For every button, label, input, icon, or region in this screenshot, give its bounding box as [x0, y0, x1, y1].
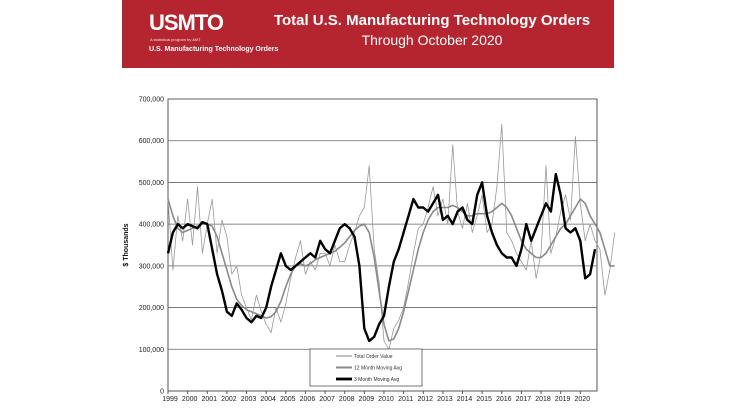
- x-tick-label: 2018: [535, 396, 551, 403]
- x-tick-label: 2008: [339, 396, 355, 403]
- x-tick-label: 2003: [241, 396, 257, 403]
- y-tick-label: 300,000: [139, 263, 164, 270]
- x-tick-label: 2001: [201, 396, 217, 403]
- x-tick-label: 2000: [182, 396, 198, 403]
- series-line-2: [166, 172, 597, 343]
- x-tick-label: 2017: [516, 396, 532, 403]
- y-axis-label: $ Thousands: [123, 223, 130, 266]
- series-line-1: [167, 198, 615, 342]
- x-tick-label: 2011: [398, 396, 413, 403]
- y-tick-label: 400,000: [139, 222, 164, 229]
- x-tick-label: 2007: [319, 396, 335, 403]
- legend-label: Total Order Value: [354, 354, 393, 360]
- x-tick-label: 2002: [221, 396, 237, 403]
- legend: Total Order Value 12 Month Moving Avg 3 Mo…: [309, 348, 423, 387]
- x-tick-label: 2015: [476, 396, 492, 403]
- x-tick-label: 2016: [496, 396, 512, 403]
- logo-tagline: A statistical program by AMT: [150, 37, 201, 42]
- x-tick-label: 2013: [437, 396, 453, 403]
- y-tick-label: 700,000: [139, 97, 164, 104]
- y-tick-label: 200,000: [139, 305, 164, 312]
- x-tick-label: 2019: [555, 396, 571, 403]
- header-banner: USMTO A statistical program by AMT U.S. …: [122, 0, 614, 68]
- x-tick-label: 1999: [162, 396, 178, 403]
- y-tick-label: 0: [160, 389, 164, 396]
- x-tick-label: 2014: [457, 396, 473, 403]
- y-tick-label: 600,000: [139, 138, 164, 145]
- subbrand-label: U.S. Manufacturing Technology Orders: [149, 46, 279, 53]
- x-tick-label: 2005: [280, 396, 296, 403]
- usmto-logo: USMTO: [149, 10, 224, 35]
- chart-title: Total U.S. Manufacturing Technology Orde…: [273, 12, 591, 29]
- x-tick-label: 2006: [300, 396, 316, 403]
- plot-area: [167, 98, 598, 392]
- legend-box: [309, 348, 423, 387]
- legend-label: 12 Month Moving Avg: [354, 366, 402, 372]
- legend-label: 3 Month Moving Avg: [354, 377, 399, 383]
- chart-subtitle: Through October 2020: [361, 32, 503, 48]
- x-tick-label: 2020: [575, 396, 591, 403]
- x-tick-label: 2004: [260, 396, 276, 403]
- x-tick-label: 2012: [417, 396, 433, 403]
- x-tick-label: 2009: [359, 396, 375, 403]
- y-tick-label: 100,000: [139, 347, 164, 354]
- y-tick-label: 500,000: [139, 180, 164, 187]
- x-tick-label: 2010: [378, 396, 394, 403]
